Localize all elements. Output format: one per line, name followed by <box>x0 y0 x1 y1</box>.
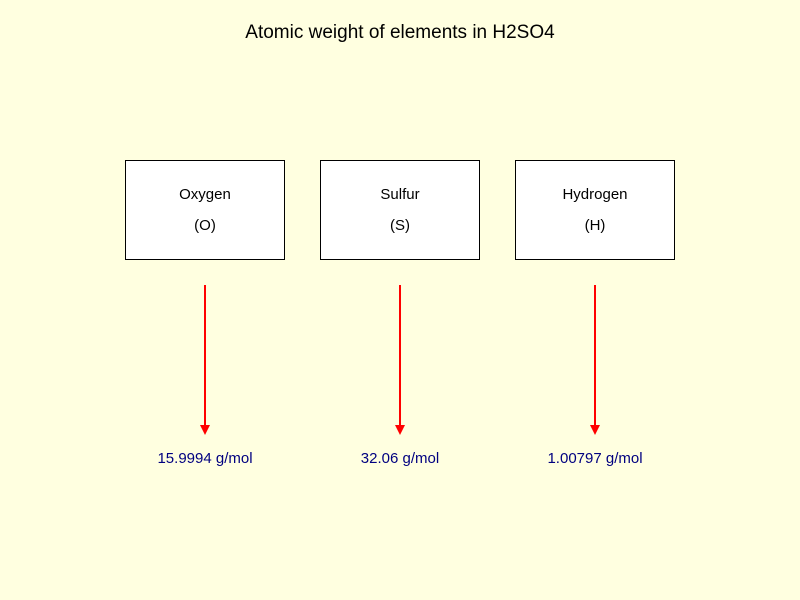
element-box-hydrogen: Hydrogen (H) <box>515 160 675 260</box>
element-symbol: (H) <box>585 217 606 234</box>
arrow-head-icon <box>395 425 405 435</box>
element-name: Oxygen <box>179 186 231 203</box>
arrow-head-icon <box>590 425 600 435</box>
element-symbol: (O) <box>194 217 216 234</box>
element-symbol: (S) <box>390 217 410 234</box>
element-name: Hydrogen <box>562 186 627 203</box>
arrow-line <box>399 285 401 425</box>
element-box-sulfur: Sulfur (S) <box>320 160 480 260</box>
element-name: Sulfur <box>380 186 419 203</box>
arrow-line <box>594 285 596 425</box>
arrow-head-icon <box>200 425 210 435</box>
atomic-weight-label: 32.06 g/mol <box>361 450 439 467</box>
diagram-title: Atomic weight of elements in H2SO4 <box>0 22 800 44</box>
arrow-line <box>204 285 206 425</box>
element-box-oxygen: Oxygen (O) <box>125 160 285 260</box>
diagram-canvas: Atomic weight of elements in H2SO4 Oxyge… <box>0 0 800 600</box>
atomic-weight-label: 15.9994 g/mol <box>157 450 252 467</box>
atomic-weight-label: 1.00797 g/mol <box>547 450 642 467</box>
